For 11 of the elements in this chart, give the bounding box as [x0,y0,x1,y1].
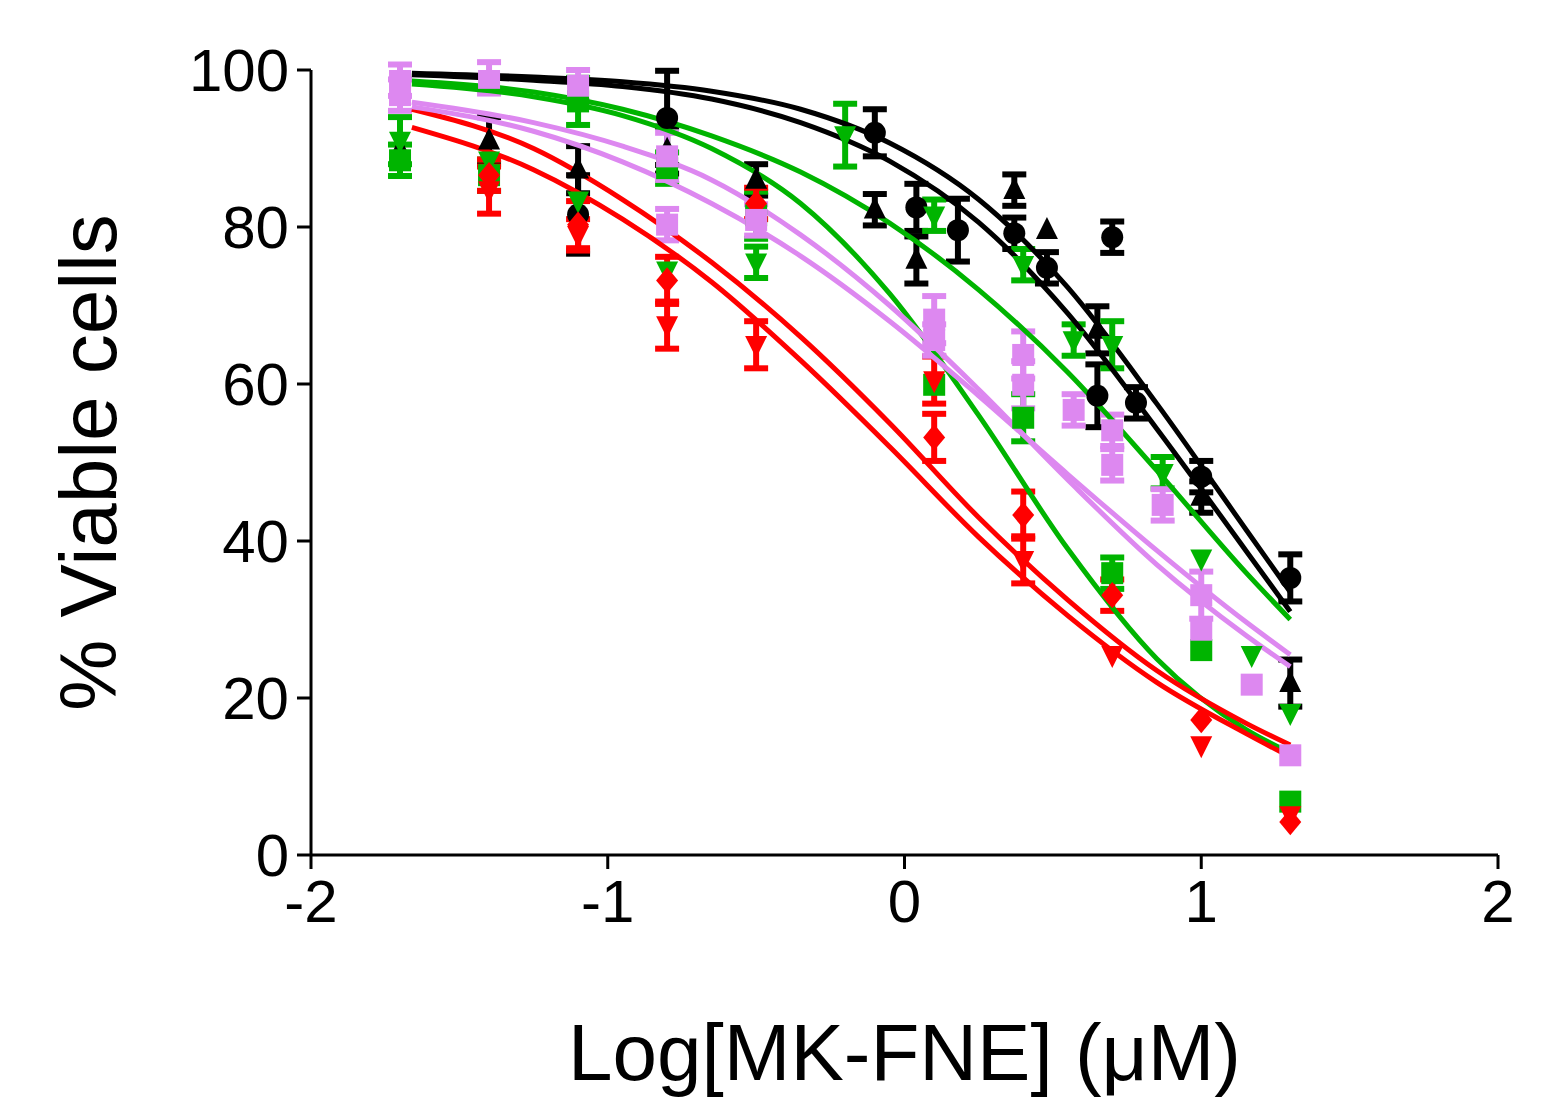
x-tick-label: 0 [887,867,922,935]
x-tick-label: 1 [1184,867,1218,935]
y-tick-label: 80 [222,194,289,262]
y-tick-label: 20 [222,665,289,733]
y-tick-label: 100 [188,37,289,105]
x-tick-label: -1 [581,867,635,935]
x-axis-title: Log[MK-FNE] (μM) [568,1008,1241,1097]
y-tick-label: 60 [222,351,289,419]
x-tick-label: 2 [1481,867,1515,935]
y-axis-title: % Viable cells [44,214,134,711]
y-tick-label: 40 [222,508,289,576]
